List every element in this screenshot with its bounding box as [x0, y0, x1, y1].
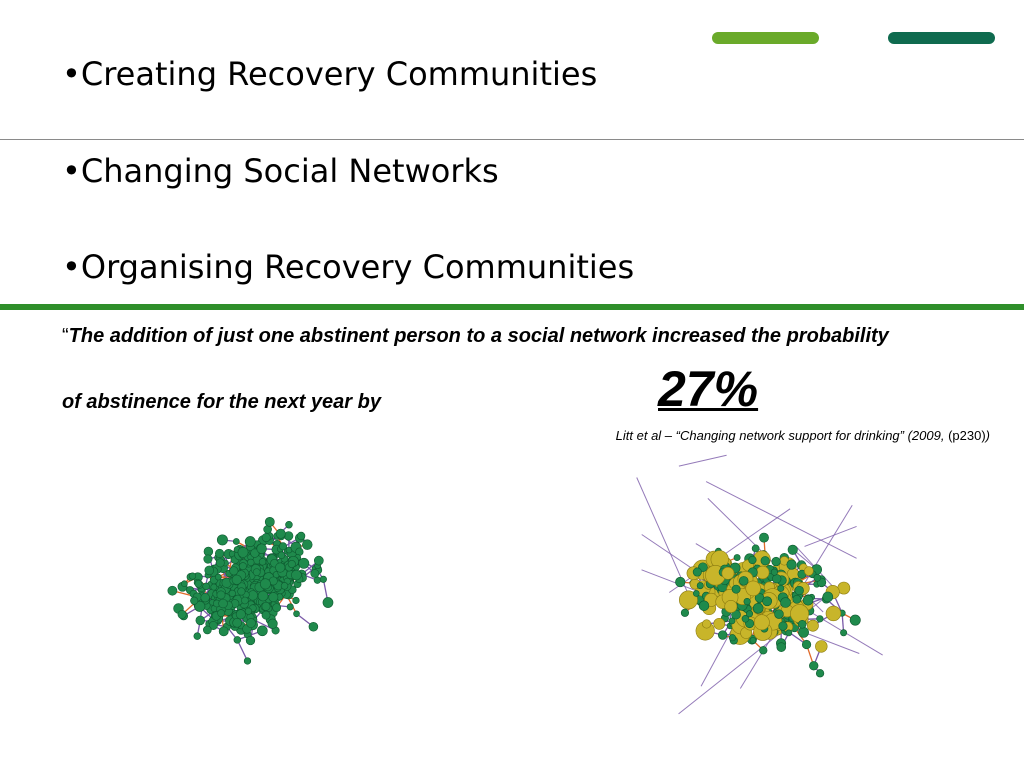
quote-line-2: of abstinence for the next year by: [62, 391, 381, 413]
accent-bar-dark: [888, 32, 995, 44]
citation-page: (p230): [948, 428, 986, 443]
bullet-text: Changing Social Networks: [80, 152, 499, 190]
divider-thick: [0, 304, 1024, 310]
bullet-text: Creating Recovery Communities: [80, 55, 598, 93]
quote-line-1: “The addition of just one abstinent pers…: [62, 323, 889, 349]
bullet-creating-recovery-communities: •Creating Recovery Communities: [62, 54, 597, 94]
bullet-text: Organising Recovery Communities: [80, 248, 635, 286]
citation-text: Litt et al – “Changing network support f…: [615, 428, 949, 443]
bullet-marker: •: [62, 152, 81, 190]
citation-close: ): [985, 428, 990, 443]
divider-thin: [0, 139, 1024, 140]
accent-bar-light: [712, 32, 819, 44]
bullet-organising-recovery-communities: •Organising Recovery Communities: [62, 247, 634, 287]
quote-open-mark: “: [62, 325, 69, 347]
social-network-graph-icon: [167, 454, 883, 715]
bullet-marker: •: [62, 55, 81, 93]
abstinence-stat: 27%: [658, 361, 759, 417]
citation: Litt et al – “Changing network support f…: [616, 428, 990, 443]
quote-text-1: The addition of just one abstinent perso…: [68, 325, 889, 347]
bullet-changing-social-networks: •Changing Social Networks: [62, 151, 499, 191]
bullet-marker: •: [62, 248, 81, 286]
